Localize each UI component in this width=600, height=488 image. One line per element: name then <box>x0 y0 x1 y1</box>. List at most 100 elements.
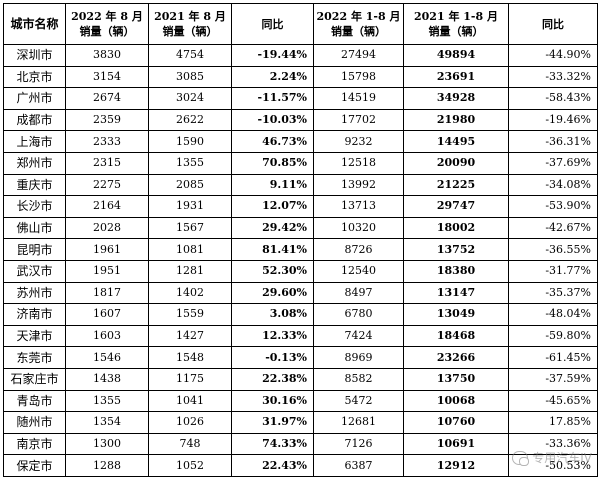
cell-city: 昆明市 <box>3 238 66 261</box>
cell-aug2022: 2275 <box>65 173 149 197</box>
cell-city: 深圳市 <box>3 44 66 67</box>
cell-aug2021: 1427 <box>148 324 232 348</box>
cell-yoy2: -42.67% <box>508 216 598 240</box>
cell-aug2022: 2359 <box>65 108 149 132</box>
cell-city: 郑州市 <box>3 151 66 175</box>
header-ytd2021: 2021 年 1-8 月 销量（辆） <box>403 3 509 45</box>
header-aug2022-line1: 2022 年 8 月 <box>71 10 143 23</box>
cell-ytd2021: 23266 <box>403 346 509 369</box>
cell-aug2022: 2674 <box>65 87 149 110</box>
cell-ytd2021: 29747 <box>403 195 509 218</box>
cell-city: 青岛市 <box>3 389 66 413</box>
cell-city: 济南市 <box>3 303 66 326</box>
cell-aug2022: 1951 <box>65 259 149 283</box>
cell-yoy2: -35.37% <box>508 281 598 305</box>
cell-ytd2021: 10760 <box>403 411 509 434</box>
cell-ytd2022: 8497 <box>313 281 404 305</box>
cell-city: 佛山市 <box>3 216 66 240</box>
cell-ytd2022: 13992 <box>313 173 404 197</box>
cell-aug2021: 1402 <box>148 281 232 305</box>
cell-aug2022: 2333 <box>65 130 149 153</box>
table-row: 南京市 1300 748 74.33% 7126 10691 -33.36% <box>3 432 598 456</box>
cell-aug2022: 1354 <box>65 411 149 434</box>
cell-aug2021: 1355 <box>148 151 232 175</box>
cell-yoy1: 70.85% <box>231 151 314 175</box>
cell-ytd2021: 20090 <box>403 151 509 175</box>
cell-yoy2: -61.45% <box>508 346 598 369</box>
cell-city: 武汉市 <box>3 259 66 283</box>
header-ytd2022: 2022 年 1-8 月 销量（辆） <box>313 3 404 45</box>
cell-ytd2022: 8582 <box>313 367 404 391</box>
cell-ytd2021: 10691 <box>403 432 509 456</box>
cell-aug2022: 3830 <box>65 44 149 67</box>
header-aug2022: 2022 年 8 月 销量（辆） <box>65 3 149 45</box>
table-row: 东莞市 1546 1548 -0.13% 8969 23266 -61.45% <box>3 346 598 369</box>
cell-aug2021: 1931 <box>148 195 232 218</box>
cell-aug2022: 1603 <box>65 324 149 348</box>
cell-ytd2021: 10068 <box>403 389 509 413</box>
wechat-icon <box>512 450 530 466</box>
cell-city: 重庆市 <box>3 173 66 197</box>
header-aug2021: 2021 年 8 月 销量（辆） <box>148 3 232 45</box>
cell-ytd2022: 5472 <box>313 389 404 413</box>
cell-yoy1: 52.30% <box>231 259 314 283</box>
cell-yoy1: 12.07% <box>231 195 314 218</box>
cell-ytd2022: 9232 <box>313 130 404 153</box>
table-row: 昆明市 1961 1081 81.41% 8726 13752 -36.55% <box>3 238 598 261</box>
cell-aug2021: 1026 <box>148 411 232 434</box>
cell-yoy2: -50.53% <box>508 454 598 477</box>
cell-ytd2021: 13752 <box>403 238 509 261</box>
cell-yoy2: -59.80% <box>508 324 598 348</box>
cell-aug2021: 1590 <box>148 130 232 153</box>
cell-city: 广州市 <box>3 87 66 110</box>
cell-yoy2: 17.85% <box>508 411 598 434</box>
cell-aug2021: 1052 <box>148 454 232 477</box>
cell-ytd2022: 6387 <box>313 454 404 477</box>
cell-aug2022: 2028 <box>65 216 149 240</box>
cell-aug2022: 1300 <box>65 432 149 456</box>
cell-city: 随州市 <box>3 411 66 434</box>
cell-yoy2: -36.31% <box>508 130 598 153</box>
header-ytd2022-line2: 销量（辆） <box>331 25 386 38</box>
cell-ytd2021: 13049 <box>403 303 509 326</box>
cell-aug2021: 1281 <box>148 259 232 283</box>
cell-city: 长沙市 <box>3 195 66 218</box>
cell-ytd2021: 18002 <box>403 216 509 240</box>
cell-aug2021: 748 <box>148 432 232 456</box>
header-yoy1: 同比 <box>231 3 314 45</box>
header-ytd2021-line1: 2021 年 1-8 月 <box>414 10 498 23</box>
cell-aug2021: 1081 <box>148 238 232 261</box>
cell-ytd2022: 6780 <box>313 303 404 326</box>
table-row: 北京市 3154 3085 2.24% 15798 23691 -33.32% <box>3 65 598 89</box>
cell-city: 南京市 <box>3 432 66 456</box>
cell-aug2022: 1546 <box>65 346 149 369</box>
cell-aug2021: 2085 <box>148 173 232 197</box>
cell-ytd2021: 49894 <box>403 44 509 67</box>
cell-yoy1: 29.60% <box>231 281 314 305</box>
cell-city: 北京市 <box>3 65 66 89</box>
table-row: 天津市 1603 1427 12.33% 7424 18468 -59.80% <box>3 324 598 348</box>
cell-aug2021: 1559 <box>148 303 232 326</box>
cell-ytd2021: 18380 <box>403 259 509 283</box>
header-ytd2022-line1: 2022 年 1-8 月 <box>316 10 401 23</box>
cell-aug2021: 1548 <box>148 346 232 369</box>
cell-ytd2022: 7126 <box>313 432 404 456</box>
cell-aug2022: 1817 <box>65 281 149 305</box>
table-body: 深圳市 3830 4754 -19.44% 27494 49894 -44.90% 北京市 31… <box>3 44 598 477</box>
table-row: 武汉市 1951 1281 52.30% 12540 18380 -31.77% <box>3 259 598 283</box>
table-row: 青岛市 1355 1041 30.16% 5472 10068 -45.65% <box>3 389 598 413</box>
table-row: 济南市 1607 1559 3.08% 6780 13049 -48.04% <box>3 303 598 326</box>
cell-aug2022: 1961 <box>65 238 149 261</box>
cell-yoy2: -34.08% <box>508 173 598 197</box>
cell-ytd2021: 21980 <box>403 108 509 132</box>
cell-city: 保定市 <box>3 454 66 477</box>
cell-ytd2022: 17702 <box>313 108 404 132</box>
cell-aug2022: 2164 <box>65 195 149 218</box>
cell-yoy1: 2.24% <box>231 65 314 89</box>
cell-city: 天津市 <box>3 324 66 348</box>
cell-yoy2: -44.90% <box>508 44 598 67</box>
cell-aug2022: 1355 <box>65 389 149 413</box>
cell-yoy2: -37.59% <box>508 367 598 391</box>
header-aug2021-line2: 销量（辆） <box>162 25 218 38</box>
table-row: 石家庄市 1438 1175 22.38% 8582 13750 -37.59% <box>3 367 598 391</box>
